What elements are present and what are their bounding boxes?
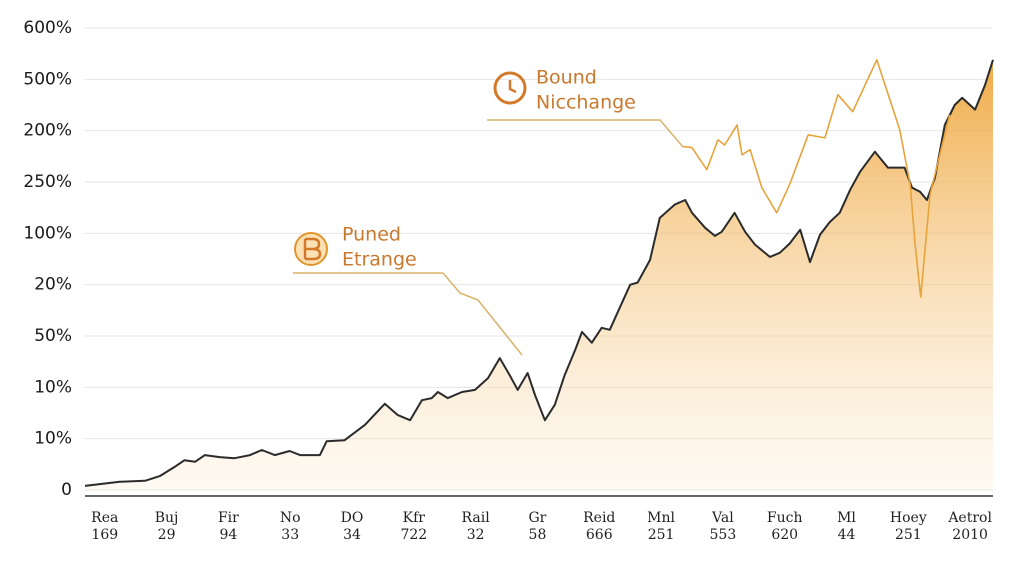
x-tick-label: 620 [771,527,798,543]
x-tick-label: 94 [219,527,237,543]
x-tick-label: 29 [158,527,176,543]
x-tick-label: 32 [467,527,485,543]
leader-line [293,272,523,356]
x-tick-label: 666 [586,527,613,543]
x-tick-label: Gr [529,510,547,526]
area [85,59,993,491]
area-line [84,59,994,487]
x-tick-label: Buj [155,510,179,526]
x-tick-label: Fuch [767,510,803,526]
bitcoin-icon [294,232,328,266]
x-tick-label: Mnl [647,510,675,526]
x-tick-label: 251 [895,527,922,543]
x-tick-label: No [280,510,301,526]
y-tick-label: 20% [34,275,72,295]
x-tick-label: 44 [838,527,856,543]
x-tick-label: Reid [583,510,615,526]
y-tick-label: 100% [23,223,72,243]
y-tick-label: 10% [34,377,72,397]
x-tick-label: 34 [343,527,361,543]
y-tick-label: 500% [23,69,72,89]
x-tick-label: Fir [218,510,239,526]
y-tick-label: 50% [34,326,72,346]
y-tick-label: 0 [61,480,72,500]
y-tick-label: 200% [23,121,72,141]
x-tick-label: 722 [400,527,427,543]
annotation-text: Puned [342,224,401,246]
x-tick-label: Aetrol [947,510,992,526]
x-tick-label: 251 [648,527,675,543]
leader-line [487,119,684,148]
x-tick-label: Val [711,510,734,526]
x-tick-label: 2010 [952,527,988,543]
x-tick-label: 553 [710,527,737,543]
x-tick-label: DO [341,510,364,526]
y-tick-label: 10% [34,429,72,449]
line [682,59,951,298]
y-tick-label: 250% [23,172,72,192]
x-tick-label: 169 [91,527,118,543]
x-tick-label: Rail [462,510,491,526]
y-tick-label: 600% [23,18,72,38]
annotation-text: Bound [536,67,597,89]
x-tick-label: Rea [91,510,118,526]
x-tick-label: Ml [837,510,856,526]
annotation-text: Nicchange [536,92,636,114]
annotation-text: Etrange [342,249,417,271]
x-tick-label: Hoey [890,510,927,526]
x-tick-label: Kfr [403,510,426,526]
x-tick-label: 58 [529,527,547,543]
clock-icon [493,71,527,105]
x-tick-label: 33 [281,527,299,543]
